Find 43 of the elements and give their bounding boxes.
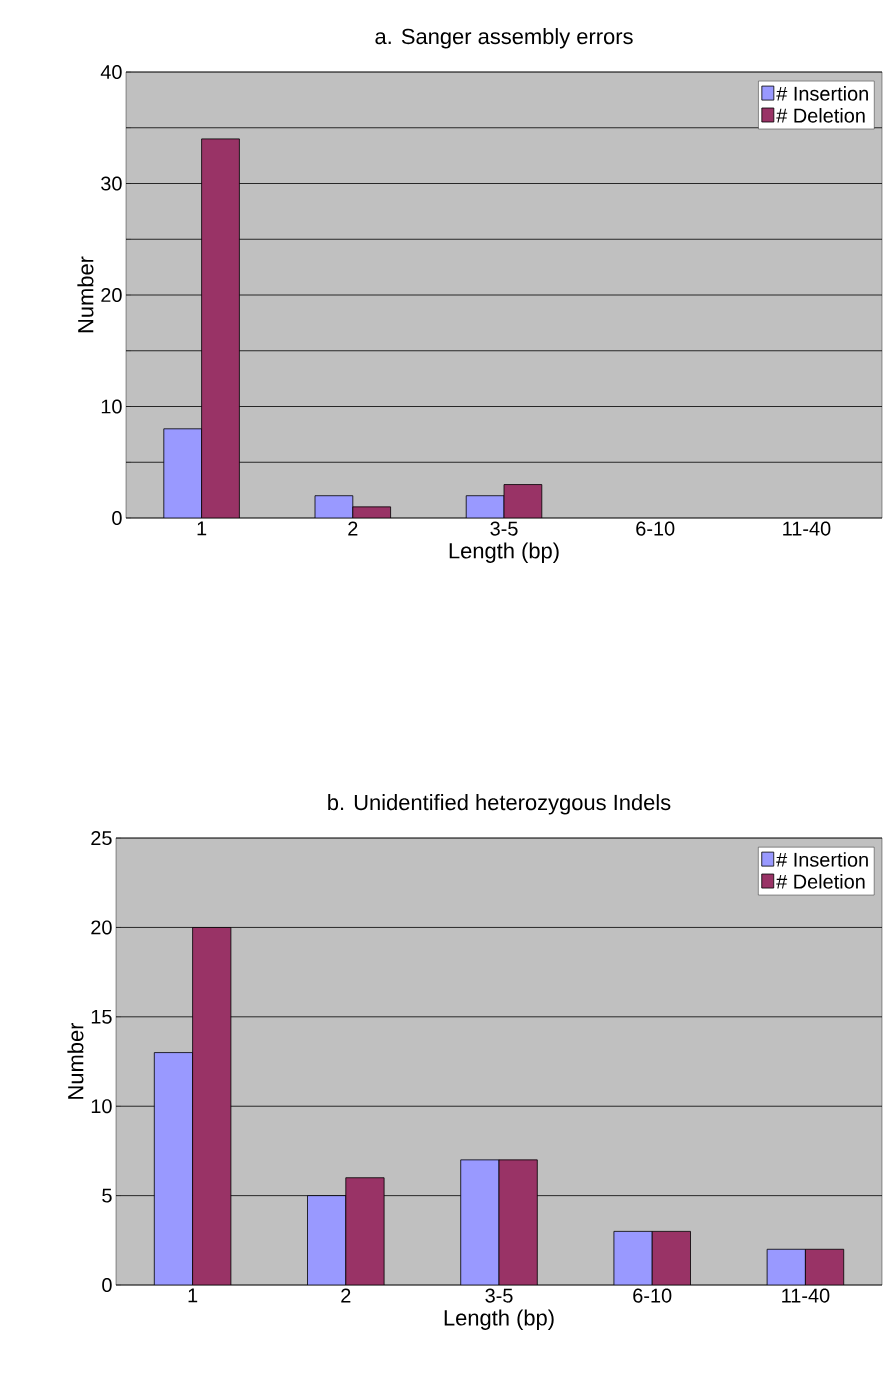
bar — [192, 927, 232, 1286]
bar — [766, 1248, 806, 1286]
x-tick-label: 11-40 — [783, 521, 831, 536]
legend-label: # Deletion — [776, 874, 865, 889]
y-tick-label: 25 — [91, 830, 112, 846]
bar — [498, 1159, 538, 1286]
y-tick-label: 0 — [112, 510, 122, 526]
y-tick-label: 20 — [91, 920, 112, 935]
y-tick-label: 10 — [101, 399, 122, 414]
y-axis-title: Number — [77, 256, 94, 333]
x-tick-label: 2 — [348, 521, 358, 536]
y-tick-label: 5 — [102, 1188, 112, 1203]
x-tick-label: 3-5 — [490, 521, 518, 536]
y-axis-title: Number — [67, 1022, 84, 1099]
y-tick-label: 10 — [91, 1099, 112, 1114]
bar — [153, 1052, 193, 1286]
legend-label: # Deletion — [776, 108, 865, 123]
x-axis-title: Length (bp) — [449, 542, 559, 563]
bar — [201, 138, 240, 519]
bar — [503, 484, 543, 519]
x-tick-label: 11-40 — [782, 1288, 830, 1303]
chart-title: b. Unidentified heterozygous Indels — [328, 794, 671, 815]
bar — [651, 1230, 691, 1286]
y-tick-label: 30 — [101, 176, 122, 191]
x-tick-label: 1 — [197, 521, 207, 536]
x-tick-label: 6-10 — [633, 1288, 672, 1303]
y-tick-label: 15 — [91, 1009, 112, 1024]
legend-label: # Insertion — [776, 86, 868, 101]
bar — [460, 1159, 500, 1286]
y-tick-label: 20 — [101, 287, 122, 303]
bar — [613, 1230, 653, 1286]
y-tick-label: 40 — [100, 64, 122, 80]
chart-title: a. Sanger assembly errors — [375, 28, 633, 49]
bar — [345, 1177, 385, 1286]
y-tick-label: 0 — [102, 1277, 112, 1293]
x-axis-title: Length (bp) — [444, 1309, 554, 1330]
bar — [805, 1248, 845, 1286]
bar — [307, 1195, 347, 1286]
x-tick-label: 2 — [341, 1288, 351, 1303]
x-tick-label: 6-10 — [636, 521, 675, 536]
x-tick-label: 3-5 — [485, 1288, 513, 1303]
x-tick-label: 1 — [188, 1288, 198, 1303]
legend-label: # Insertion — [776, 852, 868, 867]
